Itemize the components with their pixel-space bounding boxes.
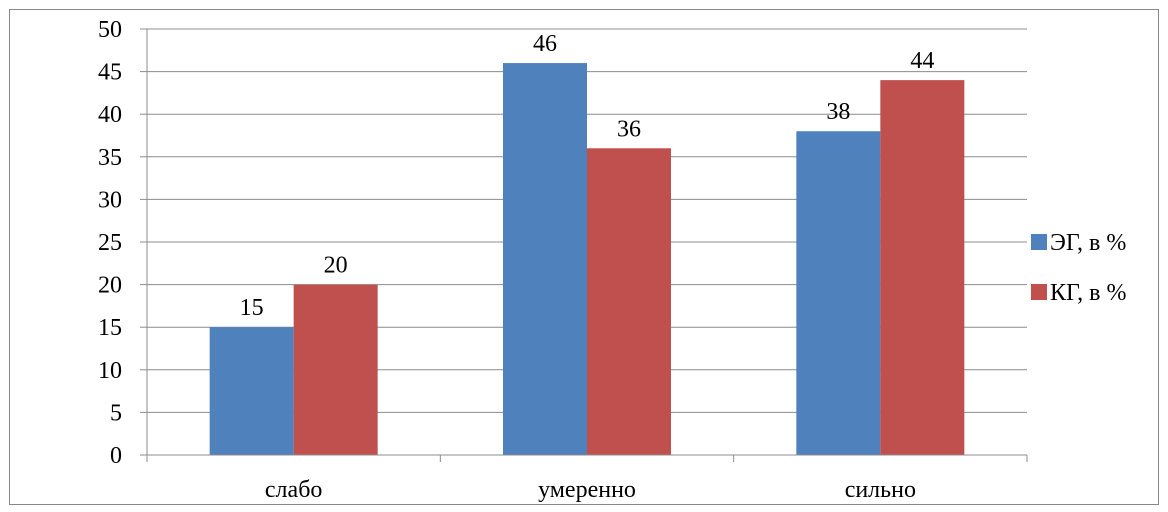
y-tick-label: 40 [98,102,122,128]
legend-label: КГ, в % [1050,280,1127,306]
y-tick-label: 20 [98,273,122,299]
legend-label: ЭГ, в % [1050,230,1126,256]
x-tick-label: умеренно [538,477,636,503]
data-label: 36 [617,116,641,142]
y-tick-label: 5 [110,400,122,426]
axes: 0 5 10 15 20 25 30 35 40 45 50 слабо умеренно сильно [98,17,1028,503]
x-tick-label: слабо [265,477,323,503]
y-tick-label: 10 [98,358,122,384]
y-tick-label: 30 [98,187,122,213]
bar [209,327,294,455]
legend-swatch [1031,284,1047,300]
bar [587,148,671,455]
x-tick-label: сильно [845,477,916,503]
y-tick-label: 35 [98,145,122,171]
y-tick-label: 45 [98,60,122,86]
y-tick-label: 25 [98,230,122,256]
y-tick-label: 15 [98,315,122,341]
data-label: 46 [533,31,557,57]
data-label: 20 [324,253,348,279]
bar [503,63,587,456]
legend-swatch [1031,234,1047,250]
bar [796,131,881,456]
bars [209,63,965,456]
data-label: 15 [240,295,264,321]
data-labels: 15 20 46 36 38 44 [240,31,935,321]
data-label: 38 [826,99,850,125]
legend: ЭГ, в % КГ, в % [1031,230,1127,306]
bar [880,80,965,456]
y-tick-label: 0 [110,443,122,469]
y-tick-label: 50 [98,17,122,43]
bar [293,284,378,455]
data-label: 44 [910,48,934,74]
